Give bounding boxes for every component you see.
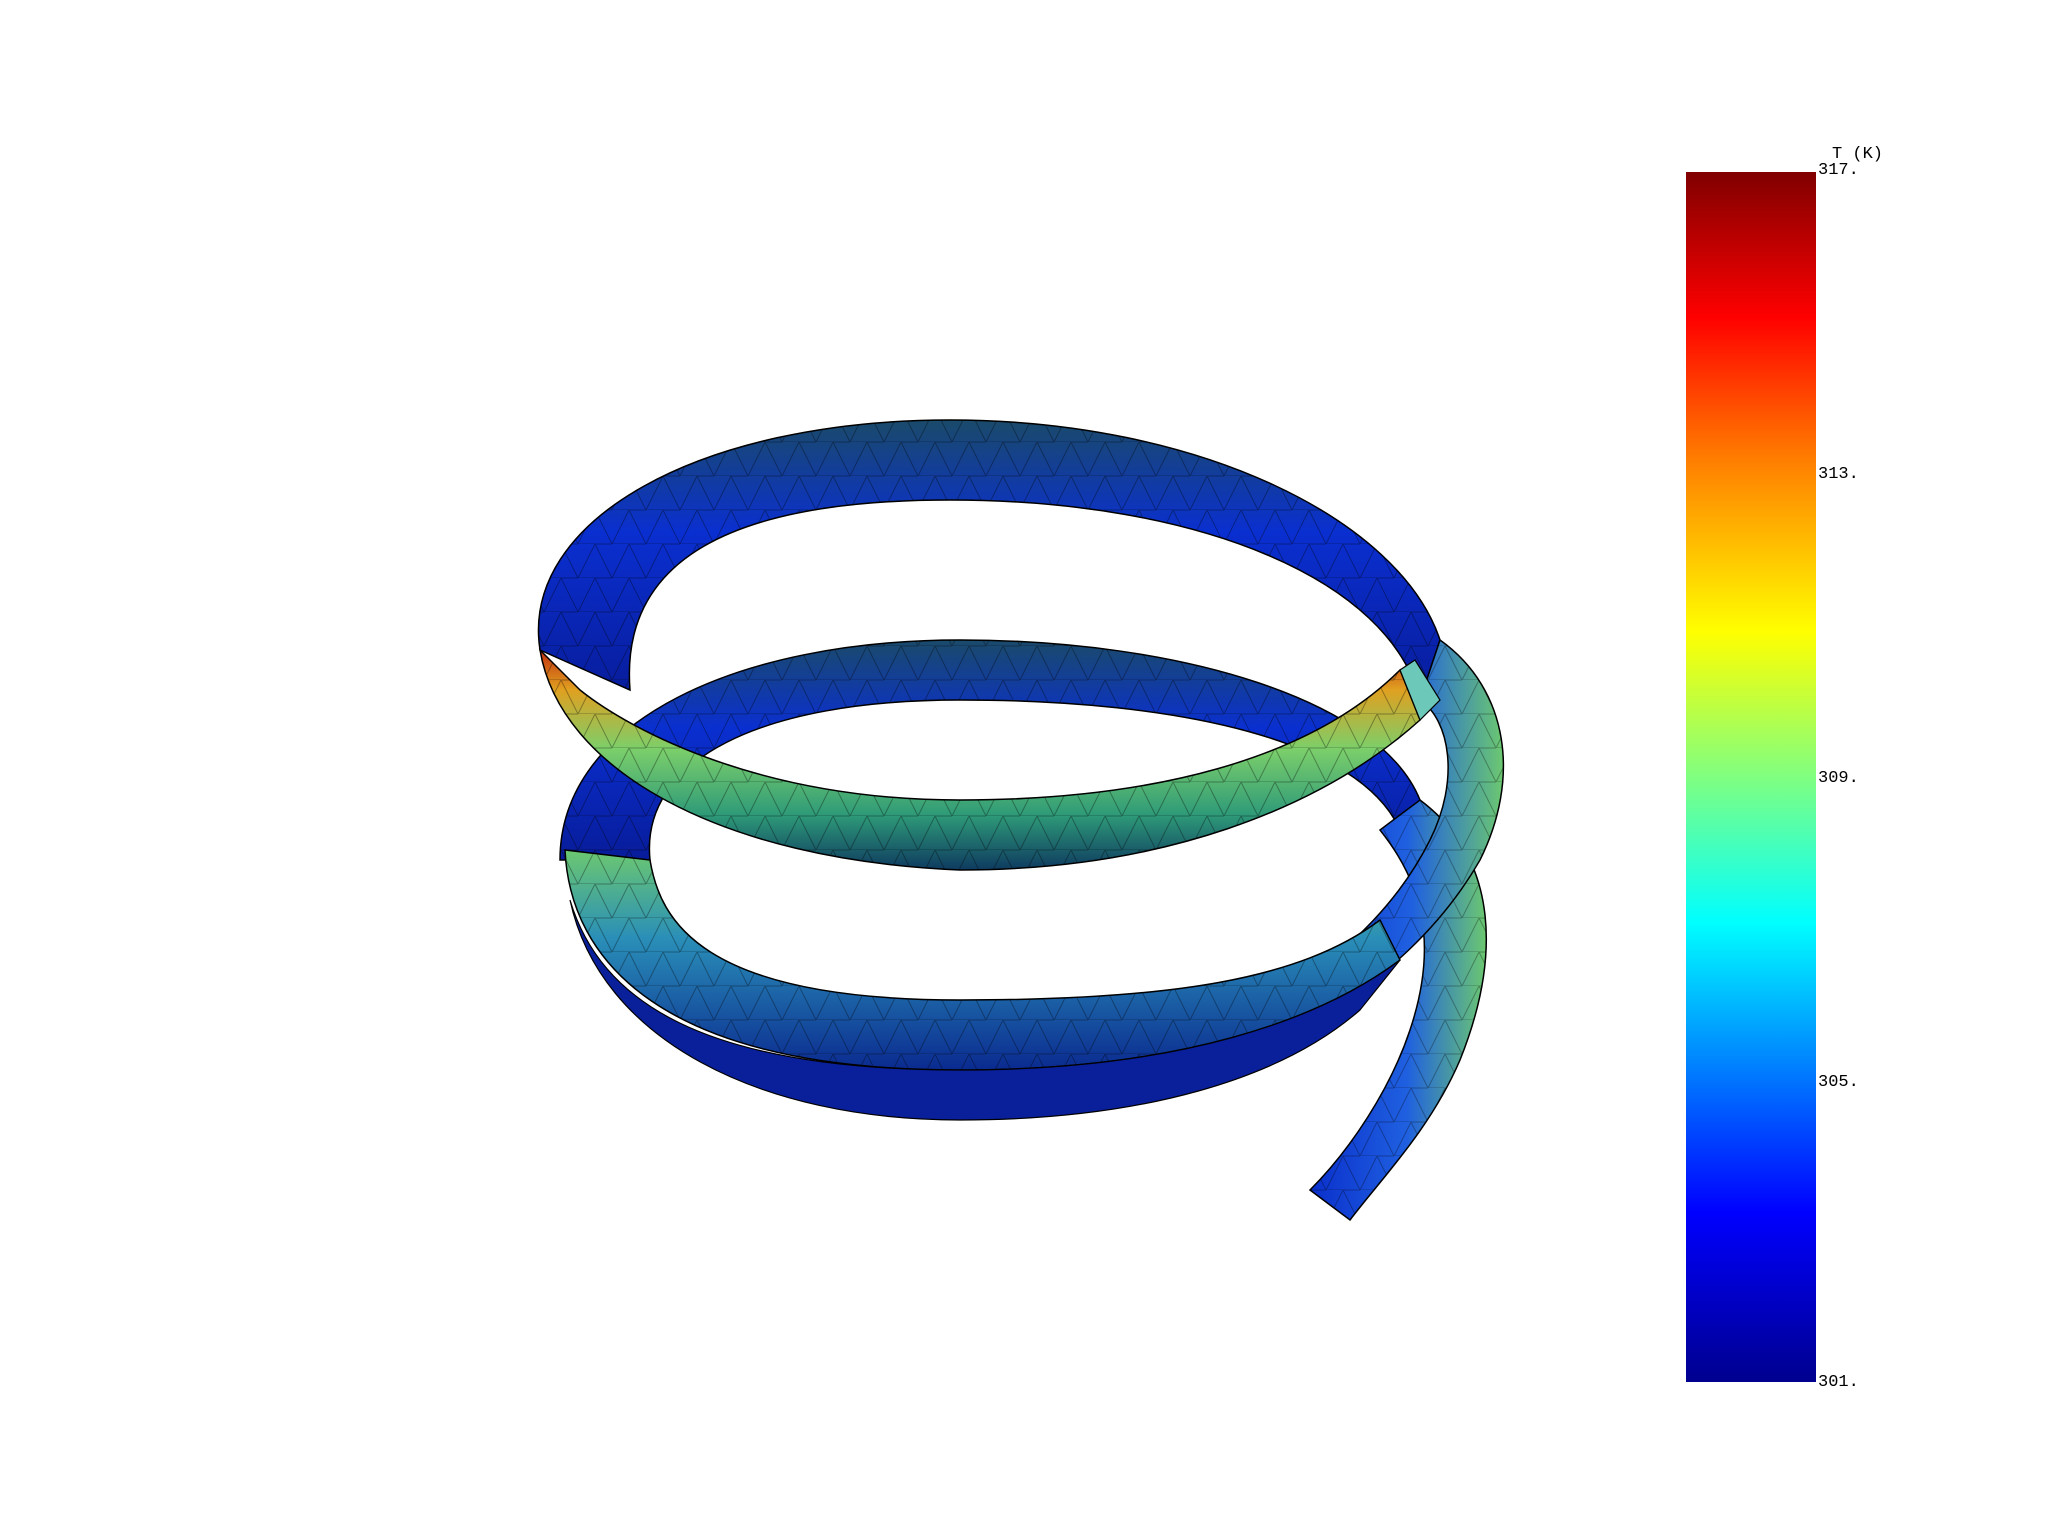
colorbar-title: T (K) [1832,145,1883,164]
colorbar-tick-305: 305. [1818,1073,1859,1092]
colorbar-tick-max: 317. [1818,161,1859,180]
colorbar-gradient [1686,172,1816,1382]
colorbar-tick-min: 301. [1818,1373,1859,1392]
colorbar: T (K) 317. 313. 309. 305. 301. [1686,145,1883,1392]
helix-ribbon [537,419,1505,1222]
colorbar-tick-313: 313. [1818,465,1859,484]
ribbon-end-cap [1399,659,1441,722]
colorbar-tick-309: 309. [1818,769,1859,788]
